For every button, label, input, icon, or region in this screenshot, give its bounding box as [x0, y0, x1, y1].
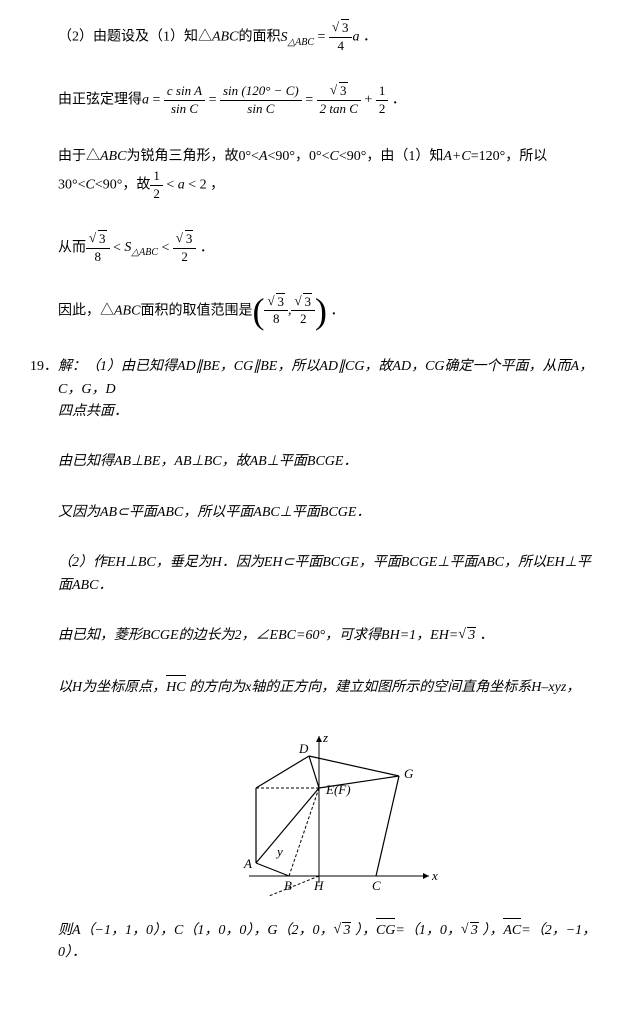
fraction: 32 — [173, 231, 197, 266]
line: 以H为坐标原点，HC 的方向为x轴的正方向，建立如图所示的空间直角坐标系H–xy… — [58, 675, 600, 699]
line: 由已知得AB⊥BE，AB⊥BC，故AB⊥平面BCGE． — [58, 451, 600, 473]
text: =（1，0， — [395, 923, 460, 938]
end: ． — [327, 303, 345, 318]
end: ． — [388, 92, 406, 107]
fraction: 32 tan C — [317, 83, 361, 118]
svar: S△ABC — [280, 30, 314, 45]
text: <90°，故 — [95, 178, 151, 193]
vector: HC — [166, 675, 185, 699]
lt: < — [158, 240, 173, 255]
text: 因此，△ — [58, 303, 114, 318]
vector: AC — [503, 918, 521, 942]
interval: (38 , 32) — [252, 294, 327, 329]
end: ． — [359, 30, 377, 45]
text: 面积的取值范围是 — [140, 303, 252, 318]
text: <90°，0°< — [268, 149, 330, 164]
a: a — [142, 92, 149, 107]
svg-text:C: C — [372, 878, 381, 893]
line: 又因为AB⊂平面ABC，所以平面ABC⊥平面BCGE． — [58, 502, 600, 524]
q-number: 19． — [30, 356, 58, 992]
text: 则A（−1，1，0），C（1，0，0），G（2，0， — [58, 923, 333, 938]
fraction: 12 — [150, 168, 163, 203]
svg-text:z: z — [322, 730, 328, 745]
text: 由正弦定理得 — [58, 92, 142, 107]
svg-text:B: B — [284, 878, 292, 893]
eq: = — [149, 92, 164, 107]
line-last: 则A（−1，1，0），C（1，0，0），G（2，0，3 ），CG=（1，0，3 … — [58, 918, 600, 965]
a: a — [178, 178, 185, 193]
plus: + — [361, 92, 376, 107]
fraction: 34 — [329, 20, 353, 55]
text: 以H为坐标原点， — [58, 680, 166, 695]
line: 解：（1）由已知得AD∥BE，CG∥BE，所以AD∥CG，故AD，CG确定一个平… — [58, 356, 600, 423]
svg-text:E(F): E(F) — [325, 782, 351, 797]
para-4: 从而38 < S△ABC < 32 ． — [30, 231, 600, 266]
para-3: 由于△ABC为锐角三角形，故0°<A<90°，0°<C<90°，由（1）知A+C… — [30, 146, 600, 203]
para-1: （2）由题设及（1）知△ABC的面积S△ABC = 34a ． — [30, 20, 600, 55]
text: 由于△ — [58, 149, 100, 164]
eq: = — [209, 92, 220, 107]
svg-text:A: A — [243, 856, 252, 871]
svg-text:x: x — [431, 868, 438, 883]
text: < 2 ， — [185, 178, 224, 193]
text: 的方向为x轴的正方向，建立如图所示的空间直角坐标系H–xyz， — [186, 680, 581, 695]
question-19: 19． 解：（1）由已知得AD∥BE，CG∥BE，所以AD∥CG，故AD，CG确… — [30, 356, 600, 992]
abc: ABC — [100, 149, 126, 164]
text: （2）由题设及（1）知△ — [58, 30, 212, 45]
svg-text:G: G — [404, 766, 414, 781]
eq: = — [314, 30, 329, 45]
fraction: sin (120° − C)sin C — [220, 83, 302, 118]
text: 解：（1）由已知得AD∥BE，CG∥BE，所以AD∥CG，故AD，CG确定一个平… — [58, 359, 593, 396]
abc: ABC — [114, 303, 140, 318]
para-5: 因此，△ABC面积的取值范围是(38 , 32) ． — [30, 294, 600, 329]
text: <90°，由（1）知 — [339, 149, 444, 164]
svg-text:H: H — [313, 878, 324, 893]
text: ． — [476, 628, 494, 643]
text: 由已知，菱形BCGE的边长为2，∠EBC=60°，可求得BH=1，EH= — [58, 628, 458, 643]
fraction: 12 — [376, 83, 389, 118]
text: ）， — [351, 923, 376, 938]
text: 的面积 — [238, 30, 280, 45]
fraction: c sin Asin C — [164, 83, 205, 118]
line: 由已知，菱形BCGE的边长为2，∠EBC=60°，可求得BH=1，EH=3 ． — [58, 625, 600, 647]
ac: A+C — [443, 149, 470, 164]
q-body: 解：（1）由已知得AD∥BE，CG∥BE，所以AD∥CG，故AD，CG确定一个平… — [58, 356, 600, 992]
svar: S△ABC — [124, 240, 158, 255]
end: ． — [196, 240, 214, 255]
para-2: 由正弦定理得a = c sin Asin C = sin (120° − C)s… — [30, 83, 600, 118]
line: （2）作EH⊥BC，垂足为H．因为EH⊂平面BCGE，平面BCGE⊥平面ABC，… — [58, 552, 600, 597]
svg-text:D: D — [298, 741, 309, 756]
lt: < — [163, 178, 178, 193]
svg-text:y: y — [275, 844, 283, 859]
abc: ABC — [212, 30, 238, 45]
A: A — [259, 149, 268, 164]
fraction: 38 — [86, 231, 110, 266]
sqrt: 3 — [333, 920, 351, 942]
sqrt: 3 — [461, 920, 479, 942]
text: 为锐角三角形，故0°< — [126, 149, 259, 164]
C: C — [330, 149, 339, 164]
lt: < — [110, 240, 125, 255]
text: 四点共面． — [58, 404, 128, 419]
eq: = — [305, 92, 316, 107]
sqrt: 3 — [458, 625, 476, 647]
geometry-diagram: z D G E(F) A y B H C x — [214, 728, 444, 898]
text: 从而 — [58, 240, 86, 255]
text: ）， — [479, 923, 504, 938]
vector: CG — [376, 918, 395, 942]
C: C — [86, 178, 95, 193]
